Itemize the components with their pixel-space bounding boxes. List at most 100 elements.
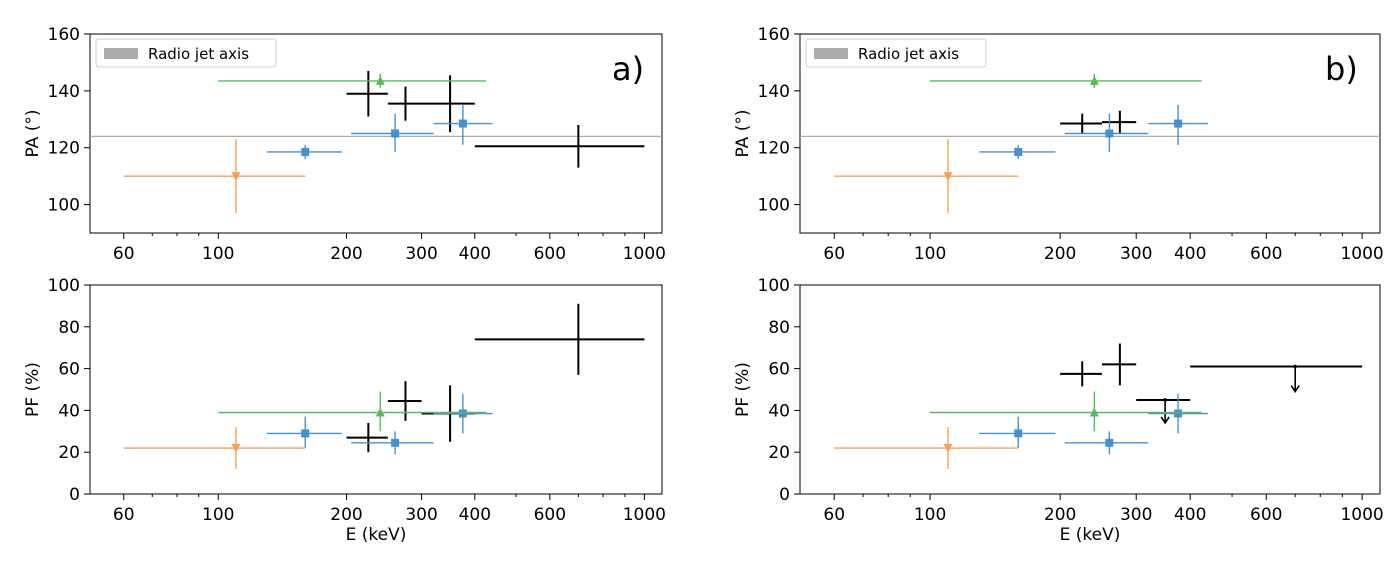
data-point-black [387, 86, 422, 121]
y-axis-label: PA (°) [23, 110, 43, 158]
x-tick-label: 1000 [1340, 505, 1383, 525]
data-point-black [1101, 110, 1137, 134]
upper-limit-arrow-head [1290, 385, 1300, 394]
data-point-black-upper-limits [1190, 364, 1363, 394]
y-tick-label: 140 [48, 82, 80, 102]
y-tick-label: 100 [758, 276, 790, 296]
y-tick-label: 60 [58, 360, 80, 380]
data-point-black [1060, 113, 1102, 134]
triangle-up-marker [375, 75, 385, 85]
square-marker [458, 119, 467, 128]
x-axis-label: E (keV) [1060, 525, 1121, 545]
legend-label: Radio jet axis [858, 45, 959, 63]
x-tick-label: 400 [1174, 505, 1206, 525]
square-marker [1174, 119, 1183, 128]
data-point-orange [123, 139, 306, 214]
x-tick-label: 300 [405, 505, 437, 525]
x-tick-label: 300 [405, 244, 437, 264]
triangle-down-marker [231, 172, 241, 182]
x-tick-label: 600 [1250, 505, 1282, 525]
data-point-blue [351, 431, 434, 455]
square-marker [1105, 129, 1114, 138]
data-point-blue [1148, 393, 1209, 434]
x-tick-label: 1000 [623, 244, 666, 264]
y-tick-label: 100 [48, 276, 80, 296]
x-tick-label: 600 [534, 244, 566, 264]
x-tick-label: 100 [914, 244, 946, 264]
square-marker [301, 429, 310, 438]
x-tick-label: 1000 [1340, 244, 1383, 264]
plot-frame [799, 284, 1381, 495]
panel-b-letter: b) [1325, 50, 1358, 88]
square-marker [301, 147, 310, 156]
y-axis-label: PF (%) [733, 362, 753, 417]
data-point-black [421, 75, 475, 133]
data-point-blue [433, 393, 493, 434]
x-tick-label: 300 [1120, 244, 1152, 264]
x-tick-label: 60 [823, 244, 845, 264]
y-tick-label: 40 [768, 401, 790, 421]
data-point-black [1060, 361, 1102, 387]
x-tick-label: 200 [330, 505, 362, 525]
x-tick-label: 400 [459, 505, 491, 525]
data-point-blue [979, 144, 1056, 160]
y-tick-label: 160 [48, 25, 80, 45]
x-tick-label: 60 [113, 505, 135, 525]
x-tick-label: 600 [534, 505, 566, 525]
square-marker [1014, 429, 1023, 438]
y-tick-label: 160 [758, 25, 790, 45]
triangle-down-marker [231, 444, 241, 454]
data-point-green [218, 73, 487, 89]
x-tick-label: 60 [113, 244, 135, 264]
data-point-black [387, 381, 422, 421]
y-tick-label: 80 [768, 318, 790, 338]
triangle-down-marker [943, 444, 953, 454]
y-tick-label: 20 [768, 443, 790, 463]
data-point-blue [1064, 431, 1149, 455]
x-tick-label: 200 [1044, 505, 1076, 525]
panel-b-pf-axes: 60 100 200 300 400 600 1000 0 20 40 60 80 100 PF (%) E… [733, 276, 1384, 545]
plot-frame [89, 33, 663, 234]
y-axis-label: PF (%) [23, 362, 43, 417]
data-point-blue [1064, 113, 1149, 152]
y-tick-label: 80 [58, 318, 80, 338]
data-point-black [346, 70, 388, 117]
legend-box [95, 38, 277, 68]
triangle-up-marker [1089, 407, 1099, 417]
data-point-blue [266, 144, 342, 160]
triangle-up-marker [375, 407, 385, 417]
legend-box [805, 38, 987, 68]
x-tick-label: 200 [330, 244, 362, 264]
y-tick-label: 120 [48, 139, 80, 159]
y-axis-label: PA (°) [733, 110, 753, 158]
data-point-black [346, 422, 388, 453]
square-marker [458, 409, 467, 418]
y-tick-label: 100 [48, 196, 80, 216]
data-point-black [474, 124, 645, 168]
x-tick-label: 400 [459, 244, 491, 264]
data-point-orange [834, 139, 1019, 214]
legend-swatch [104, 48, 138, 59]
x-tick-label: 1000 [623, 505, 666, 525]
data-point-blue [979, 416, 1056, 449]
square-marker [1174, 409, 1183, 418]
x-tick-label: 600 [1250, 244, 1282, 264]
data-point-black-upper-limits [1136, 398, 1191, 425]
data-point-blue [266, 416, 342, 449]
panel-a-pf-axes: 60 100 200 300 400 600 1000 0 20 40 60 80 100 PF (%) E… [23, 276, 666, 545]
panel-b-pa-axes: Radio jet axis 60 100 200 300 400 600 1000 100 12… [733, 25, 1384, 264]
legend-label: Radio jet axis [148, 45, 249, 63]
y-tick-label: 140 [758, 82, 790, 102]
square-marker [391, 129, 400, 138]
y-tick-label: 60 [768, 360, 790, 380]
upper-limit-marker [1163, 398, 1167, 402]
data-point-green [930, 73, 1202, 89]
x-tick-label: 100 [202, 244, 234, 264]
data-point-blue [351, 113, 434, 152]
data-point-blue [1148, 105, 1209, 145]
plot-frame [89, 284, 663, 495]
y-tick-label: 20 [58, 443, 80, 463]
data-point-green [930, 391, 1202, 432]
triangle-down-marker [943, 172, 953, 182]
